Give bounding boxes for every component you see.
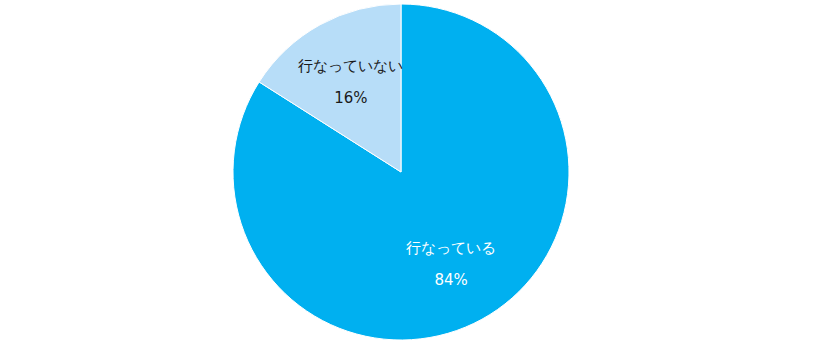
slice <box>233 4 569 340</box>
pie <box>233 4 569 340</box>
labels: 行なっている 84% 行なっていない 16% <box>298 57 496 290</box>
slice-category: 行なっていない <box>298 57 403 75</box>
data-label: 84% <box>435 271 468 289</box>
slice <box>259 4 401 172</box>
chart: 行なっている 84% 行なっていない 16% <box>0 0 840 345</box>
data-label: 16% <box>334 89 367 107</box>
slice-category: 行なっている <box>406 239 496 257</box>
